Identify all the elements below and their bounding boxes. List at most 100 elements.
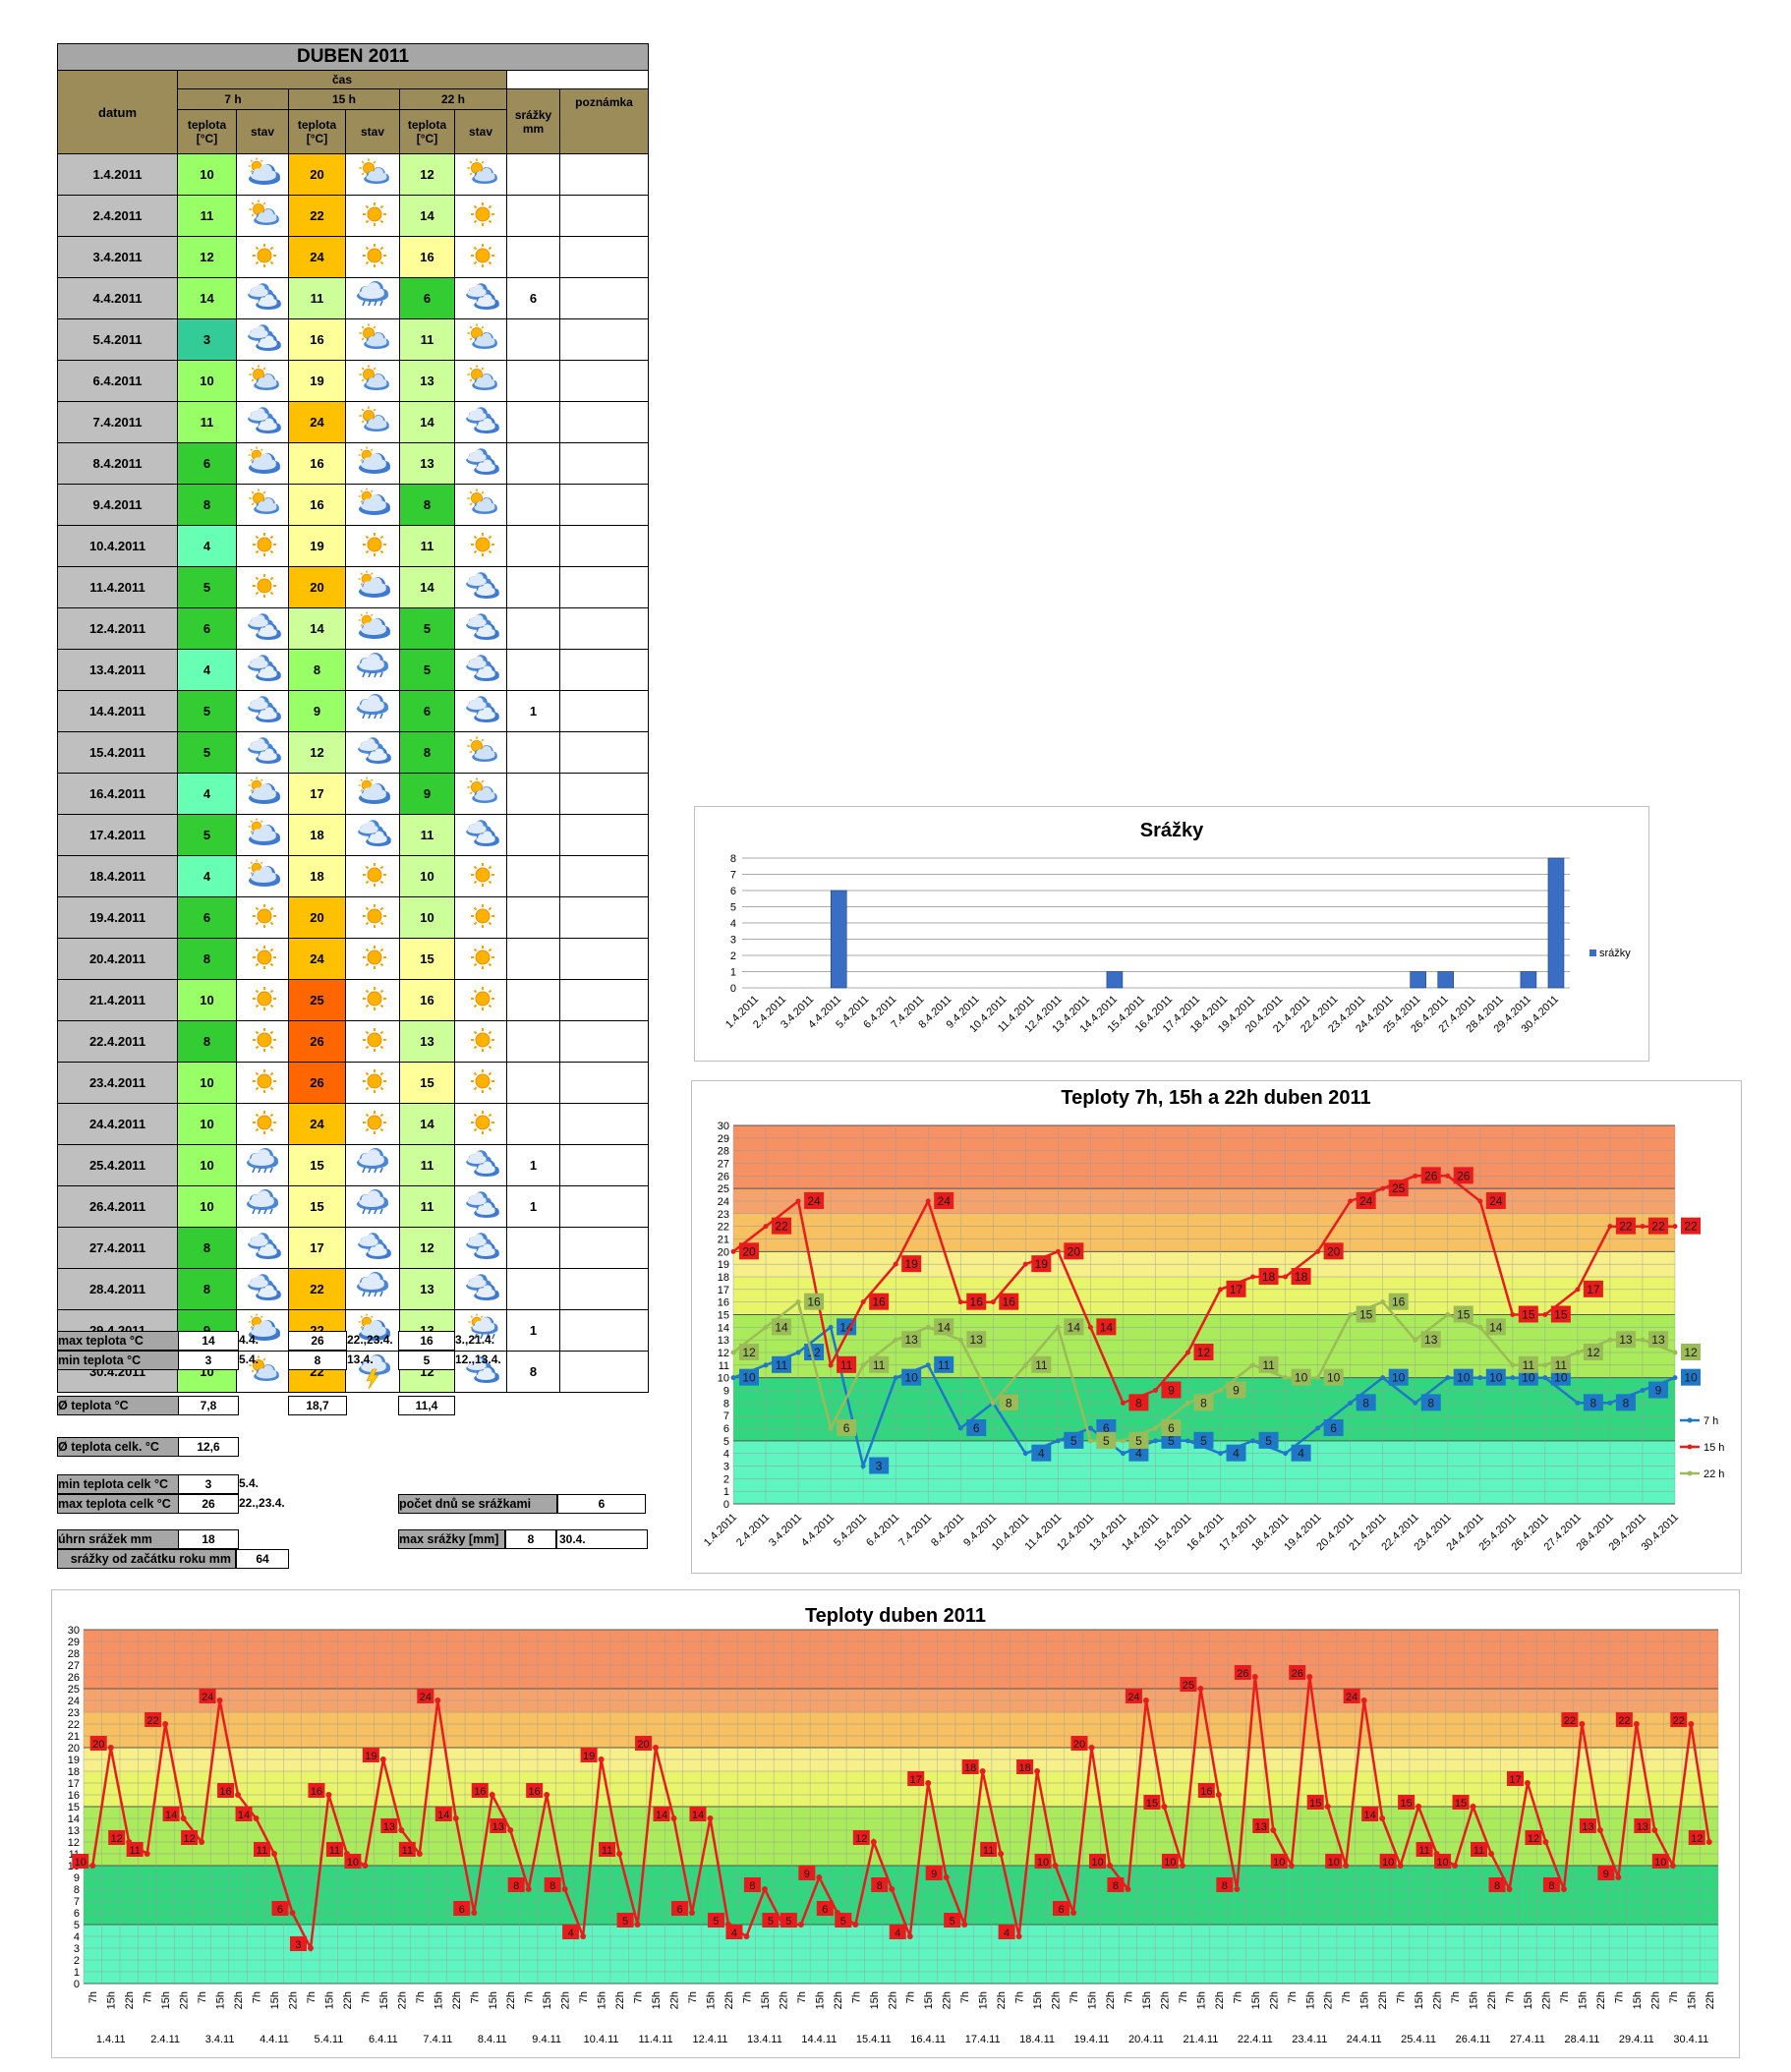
tempall-label-box xyxy=(1070,1736,1088,1751)
temp3-ytick: 17 xyxy=(718,1285,729,1296)
temp3-point xyxy=(1477,1198,1483,1204)
temp3-data-label: 9 xyxy=(1233,1384,1240,1398)
weather-22-icon xyxy=(454,649,507,691)
tempall-data-label: 24 xyxy=(420,1692,432,1703)
temp3-point xyxy=(957,1299,963,1305)
temp-7-cell: 6 xyxy=(177,442,237,485)
tempall-ytick: 18 xyxy=(68,1766,80,1778)
weather-15-icon xyxy=(345,236,400,278)
temp-15-cell: 18 xyxy=(288,814,346,856)
tempall-data-label: 12 xyxy=(111,1833,123,1845)
tempall-point xyxy=(616,1851,623,1857)
temp3-label-box xyxy=(901,1331,922,1349)
tempall-data-label: 11 xyxy=(129,1845,140,1857)
temp3-label-box xyxy=(739,1242,759,1260)
temp3-ytick: 25 xyxy=(718,1183,729,1195)
temp3-data-label: 14 xyxy=(1068,1320,1081,1334)
tempall-data-label: 22 xyxy=(1618,1715,1630,1727)
temp-7-cell: 10 xyxy=(177,1185,237,1228)
temp3-data-label: 11 xyxy=(1262,1358,1275,1372)
table-row: 22.4.2011 8 26 13 xyxy=(57,1020,649,1063)
tempall-xtick-time: 15h xyxy=(1523,1991,1534,2009)
note-cell xyxy=(559,401,649,443)
tempall-xtick-time: 22h xyxy=(1323,1991,1335,2009)
tempall-data-label: 13 xyxy=(492,1821,504,1833)
tempall-data-label: 4 xyxy=(895,1928,900,1939)
temp3-point xyxy=(1575,1350,1581,1355)
temp3-label-box xyxy=(1291,1444,1311,1462)
date-cell: 28.4.2011 xyxy=(57,1268,178,1310)
avg-temp-15: 18,7 xyxy=(288,1396,347,1415)
header-7h: 7 h xyxy=(177,88,289,110)
tempall-xtick-time: 22h xyxy=(1105,1991,1117,2009)
rain-bar xyxy=(1547,857,1565,989)
rain-legend-swatch xyxy=(1589,950,1596,956)
tempall-data-label: 16 xyxy=(474,1786,486,1798)
tempall-xtick-time: 15h xyxy=(1359,1991,1371,2009)
temp3-data-label: 3 xyxy=(876,1460,883,1473)
temp-7-cell: 6 xyxy=(177,607,237,650)
tempall-xtick-date: 22.4.11 xyxy=(1238,2034,1273,2045)
tempall-point xyxy=(1270,1827,1277,1833)
temp3-data-label: 15 xyxy=(1522,1308,1535,1322)
table-row: 2.4.2011 11 22 14 xyxy=(57,195,649,237)
temp3-point xyxy=(1120,1451,1126,1457)
temp3-point xyxy=(795,1198,801,1204)
tempall-data-label: 11 xyxy=(1473,1845,1484,1857)
temp3-data-label: 24 xyxy=(938,1194,952,1208)
tempall-label-box xyxy=(980,1842,998,1857)
tempall-xtick-time: 22h xyxy=(124,1991,136,2009)
tempall-label-box xyxy=(1325,1854,1343,1869)
temp3-point xyxy=(1152,1388,1158,1393)
temp3-data-label: 24 xyxy=(1489,1194,1503,1208)
tempall-data-label: 22 xyxy=(1673,1715,1685,1727)
tempall-data-label: 6 xyxy=(1058,1904,1064,1916)
tempall-label-box xyxy=(72,1854,89,1869)
tempall-data-label: 15 xyxy=(1400,1798,1412,1810)
temp-7-cell: 11 xyxy=(177,195,237,237)
tempall-label-box xyxy=(1379,1854,1397,1869)
tempall-ytick: 28 xyxy=(68,1648,80,1660)
tempall-data-label: 13 xyxy=(383,1821,395,1833)
temp-22-cell: 14 xyxy=(399,195,455,237)
tempall-data-label: 4 xyxy=(568,1928,574,1939)
temp3-data-label: 4 xyxy=(1135,1447,1142,1461)
rain-sum-label: úhrn srážek mm xyxy=(57,1529,179,1549)
weather-15-icon xyxy=(345,1103,400,1145)
tempall-data-label: 10 xyxy=(1654,1857,1666,1869)
tempall-data-label: 5 xyxy=(950,1916,955,1928)
max-temp-15: 26 xyxy=(288,1331,347,1351)
temp3-data-label: 4 xyxy=(1038,1447,1045,1461)
tempall-xtick-date: 17.4.11 xyxy=(965,2034,1001,2045)
weather-7-icon xyxy=(236,814,289,856)
tempall-point xyxy=(507,1827,514,1833)
temp3-ytick: 4 xyxy=(723,1449,729,1461)
temp3-label-box xyxy=(1420,1331,1441,1349)
tempall-data-label: 14 xyxy=(165,1810,177,1821)
date-cell: 2.4.2011 xyxy=(57,195,178,237)
temp-7-cell: 4 xyxy=(177,525,237,567)
table-row: 16.4.2011 4 17 9 xyxy=(57,773,649,815)
temp3-label-box xyxy=(1550,1305,1571,1323)
date-cell: 4.4.2011 xyxy=(57,277,178,319)
weather-22-icon xyxy=(454,731,507,774)
temp-band xyxy=(733,1277,1675,1315)
temp3-label-box xyxy=(1647,1217,1668,1235)
temp-22-cell: 12 xyxy=(399,1227,455,1269)
tempall-label-box xyxy=(235,1807,253,1821)
note-cell xyxy=(559,1227,649,1269)
temp3-label-box xyxy=(1453,1368,1473,1386)
rain-chart-title: Srážky xyxy=(1140,820,1204,841)
temp-22-cell: 10 xyxy=(399,896,455,939)
temp-15-cell: 24 xyxy=(288,1103,346,1145)
tempall-xtick-time: 15h xyxy=(160,1991,172,2009)
temp3-legend-label: 22 h xyxy=(1704,1468,1724,1480)
temp3-label-box xyxy=(901,1368,922,1386)
temp-7-cell: 10 xyxy=(177,1062,237,1104)
avg-total-label: Ø teplota celk. °C xyxy=(57,1437,179,1457)
temp3-ytick: 26 xyxy=(718,1171,729,1182)
tempall-label-box xyxy=(925,1866,943,1880)
temp3-point xyxy=(1640,1224,1646,1230)
temp3-data-label: 6 xyxy=(843,1421,850,1435)
temp3-label-box xyxy=(1615,1331,1636,1349)
